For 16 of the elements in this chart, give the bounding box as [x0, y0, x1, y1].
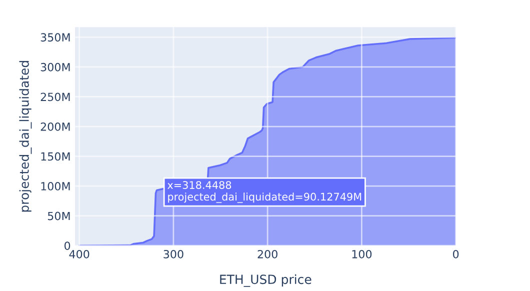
y-tick-label: 250M [40, 92, 70, 102]
y-axis-title: projected_dai_liquidated [19, 60, 32, 212]
x-tick-label: 0 [453, 250, 459, 258]
y-tick-label: 300M [40, 62, 70, 72]
y-tick-label: 50M [48, 212, 70, 220]
y-tick-label: 350M [40, 33, 70, 42]
y-tick-label: 100M [41, 182, 70, 190]
y-tick-label: 200M [40, 122, 70, 131]
x-tick-label: 300 [164, 250, 184, 258]
x-tick-label: 400 [69, 250, 90, 258]
y-tick-label: 0 [64, 242, 70, 250]
x-tick-label: 200 [258, 250, 278, 258]
y-tick-label: 150M [41, 152, 70, 161]
annotation: x=318.4488 projected_dai_liquidated=90.12749M [167, 181, 362, 203]
x-axis-title: ETH_USD price [220, 274, 312, 287]
x-tick-label: 100 [352, 250, 372, 258]
